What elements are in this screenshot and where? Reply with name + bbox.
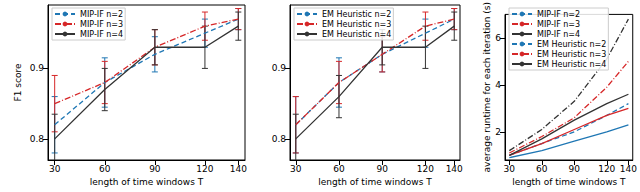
svg-text:EM Heuristic n=2: EM Heuristic n=2 [322, 10, 391, 19]
svg-text:EM Heuristic n=3: EM Heuristic n=3 [322, 20, 391, 29]
svg-text:EM Heuristic n=4: EM Heuristic n=4 [322, 30, 391, 39]
svg-text:90: 90 [376, 164, 388, 174]
svg-text:0.8: 0.8 [272, 134, 287, 144]
svg-text:MIP-IF n=2: MIP-IF n=2 [80, 10, 123, 19]
svg-text:90: 90 [569, 164, 581, 174]
svg-text:140: 140 [620, 164, 637, 174]
svg-text:0.9: 0.9 [272, 63, 287, 73]
svg-text:30: 30 [504, 164, 516, 174]
svg-text:MIP-IF n=2: MIP-IF n=2 [537, 10, 580, 19]
svg-text:F1 score: F1 score [13, 63, 23, 101]
svg-text:EM Heuristic n=3: EM Heuristic n=3 [537, 50, 606, 59]
svg-text:average runtime for each itera: average runtime for each iteration (s) [482, 2, 492, 172]
svg-text:0.8: 0.8 [30, 134, 45, 144]
svg-text:90: 90 [149, 164, 161, 174]
svg-text:MIP-IF n=3: MIP-IF n=3 [80, 20, 123, 29]
svg-text:60: 60 [99, 164, 111, 174]
svg-text:6: 6 [495, 33, 501, 43]
svg-text:120: 120 [196, 164, 213, 174]
svg-text:4: 4 [495, 80, 501, 90]
svg-text:length of time windows T: length of time windows T [90, 177, 204, 187]
svg-text:MIP-IF n=3: MIP-IF n=3 [537, 20, 580, 29]
svg-text:30: 30 [49, 164, 61, 174]
svg-text:EM Heuristic n=2: EM Heuristic n=2 [537, 40, 606, 49]
svg-text:length of time windows T: length of time windows T [512, 177, 626, 187]
svg-text:MIP-IF n=4: MIP-IF n=4 [537, 30, 580, 39]
svg-text:140: 140 [446, 164, 463, 174]
svg-text:120: 120 [417, 164, 434, 174]
svg-text:2: 2 [495, 127, 501, 137]
svg-text:60: 60 [536, 164, 548, 174]
svg-text:length of time windows T: length of time windows T [318, 177, 432, 187]
svg-text:60: 60 [333, 164, 345, 174]
svg-text:MIP-IF n=4: MIP-IF n=4 [80, 30, 123, 39]
svg-text:0.9: 0.9 [30, 63, 45, 73]
svg-text:120: 120 [598, 164, 615, 174]
svg-text:30: 30 [290, 164, 302, 174]
svg-text:140: 140 [230, 164, 247, 174]
svg-text:EM Heuristic n=4: EM Heuristic n=4 [537, 60, 606, 69]
